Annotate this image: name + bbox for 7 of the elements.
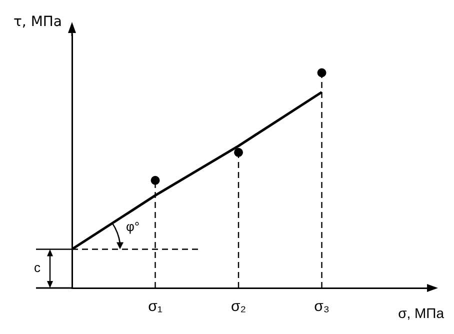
x-tick-label: σ₁ [148, 298, 162, 316]
text: c [34, 260, 40, 275]
x-tick-label: σ₃ [314, 298, 330, 316]
y-axis-title: τ, МПа [13, 14, 62, 30]
annotation: φ° [126, 219, 140, 234]
x-tick-label: σ₂ [230, 298, 246, 316]
x-axis-title: σ, МПа [398, 305, 444, 321]
